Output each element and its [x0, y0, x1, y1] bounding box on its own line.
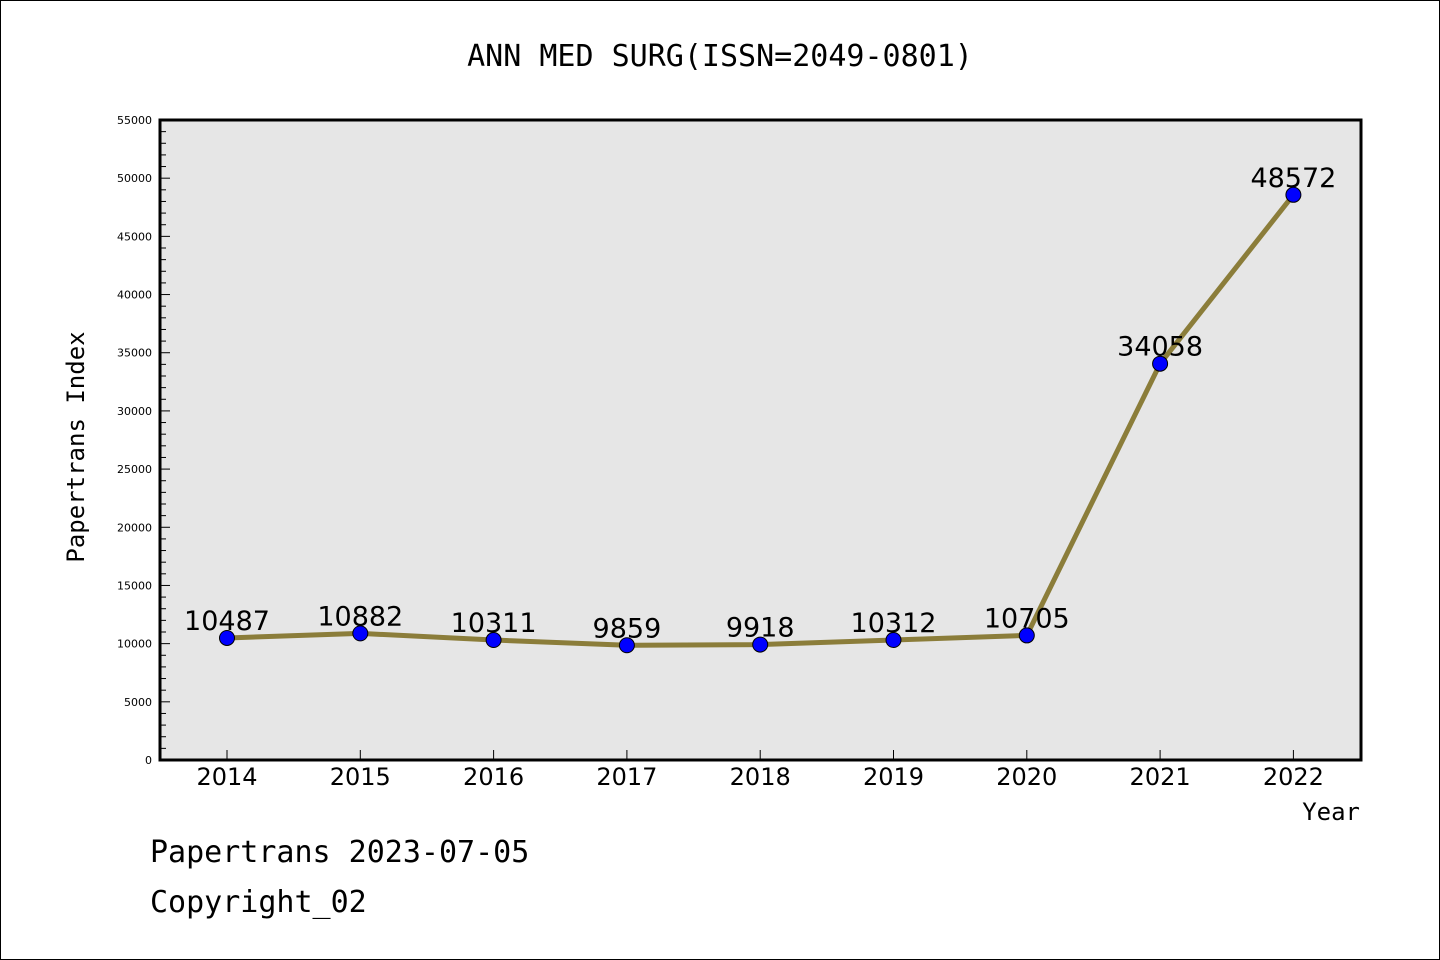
x-tick-label: 2014: [196, 763, 257, 791]
data-label: 48572: [1250, 163, 1336, 194]
y-tick-label: 35000: [117, 347, 152, 360]
data-point: [885, 632, 902, 649]
data-point: [352, 625, 369, 642]
data-label: 10312: [851, 608, 937, 639]
footer-date: Papertrans 2023-07-05: [150, 835, 530, 870]
data-label: 34058: [1117, 332, 1203, 363]
data-label: 10705: [984, 603, 1070, 634]
x-tick-label: 2022: [1263, 763, 1324, 791]
data-point: [1152, 355, 1169, 372]
data-point: [618, 637, 635, 654]
y-tick-label: 10000: [117, 638, 152, 651]
y-axis-label: Papertrans Index: [62, 331, 90, 562]
data-point: [485, 632, 502, 649]
y-tick-label: 20000: [117, 521, 152, 534]
x-tick-label: 2017: [596, 763, 657, 791]
data-labels-layer: 10487 10882 10311 9859 9918 10312 10705 34058 48…: [184, 163, 1336, 644]
x-tick-label: 2021: [1130, 763, 1191, 791]
data-point: [752, 636, 769, 653]
chart-title: ANN MED SURG(ISSN=2049-0801): [467, 39, 973, 74]
data-label: 10882: [317, 601, 403, 632]
x-axis-ticks: 2014 2015 2016 2017 2018 2019 2020 2021 2022: [196, 750, 1324, 791]
plot-border: [158, 118, 1363, 762]
y-tick-label: 50000: [117, 172, 152, 185]
y-tick-label: 25000: [117, 463, 152, 476]
x-tick-label: 2020: [996, 763, 1057, 791]
y-axis-ticks: 0 5000 10000 15000 20000 25000 30000 35000 40000…: [117, 114, 170, 767]
y-tick-label: 30000: [117, 405, 152, 418]
data-label: 9859: [593, 613, 662, 644]
data-label: 9918: [726, 613, 795, 644]
y-tick-label: 5000: [124, 696, 152, 709]
y-tick-label: 15000: [117, 579, 152, 592]
y-tick-label: 40000: [117, 289, 152, 302]
points-layer: [219, 186, 1302, 654]
data-label: 10311: [451, 608, 537, 639]
footer-copyright: Copyright_02: [150, 885, 367, 920]
data-point: [1285, 186, 1302, 203]
data-point: [219, 629, 235, 646]
x-tick-label: 2018: [730, 763, 791, 791]
plot-area: [160, 120, 1361, 760]
data-label: 10487: [184, 606, 270, 637]
x-tick-label: 2019: [863, 763, 924, 791]
x-tick-label: 2015: [330, 763, 391, 791]
data-point: [1018, 627, 1035, 644]
y-tick-label: 0: [145, 754, 152, 767]
y-tick-label: 45000: [117, 230, 152, 243]
x-axis-label: Year: [1302, 798, 1360, 826]
y-tick-label: 55000: [117, 114, 152, 127]
x-tick-label: 2016: [463, 763, 524, 791]
